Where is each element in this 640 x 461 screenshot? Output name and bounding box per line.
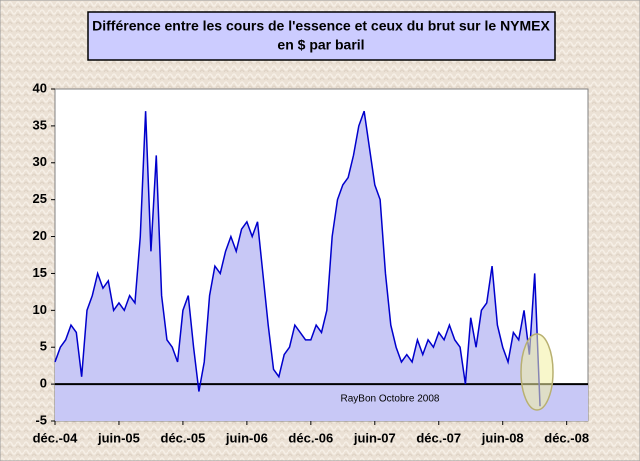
x-tick-label: juin-05 <box>97 430 140 445</box>
x-tick-label: déc.-06 <box>288 430 333 445</box>
x-tick-label: déc.-05 <box>161 430 206 445</box>
chart-title: Différence entre les cours de l'essence … <box>92 18 550 34</box>
annotation: RayBon Octobre 2008 <box>341 394 440 405</box>
x-tick-label: déc.-04 <box>33 430 79 445</box>
x-tick-label: déc.-07 <box>416 430 461 445</box>
y-tick-label: 5 <box>40 339 47 354</box>
x-tick-label: juin-08 <box>481 430 524 445</box>
x-tick-label: juin-06 <box>225 430 268 445</box>
title-box <box>87 11 556 61</box>
y-tick-label: 0 <box>40 376 47 391</box>
chart-subtitle: en $ par baril <box>277 37 364 53</box>
line <box>54 110 541 407</box>
x-tick-label: juin-07 <box>353 430 396 445</box>
y-tick-label: 25 <box>33 191 47 206</box>
y-tick-label: -5 <box>35 412 47 427</box>
y-tick-label: 15 <box>33 265 47 280</box>
y-tick-label: 30 <box>33 154 47 169</box>
area <box>55 111 541 407</box>
y-tick-label: 40 <box>33 80 47 95</box>
y-tick-label: 10 <box>33 302 47 317</box>
highlight <box>520 333 554 411</box>
y-tick-label: 35 <box>33 117 47 132</box>
y-tick-label: 20 <box>33 228 47 243</box>
x-tick-label: déc.-08 <box>544 430 589 445</box>
negative-band <box>55 384 588 421</box>
